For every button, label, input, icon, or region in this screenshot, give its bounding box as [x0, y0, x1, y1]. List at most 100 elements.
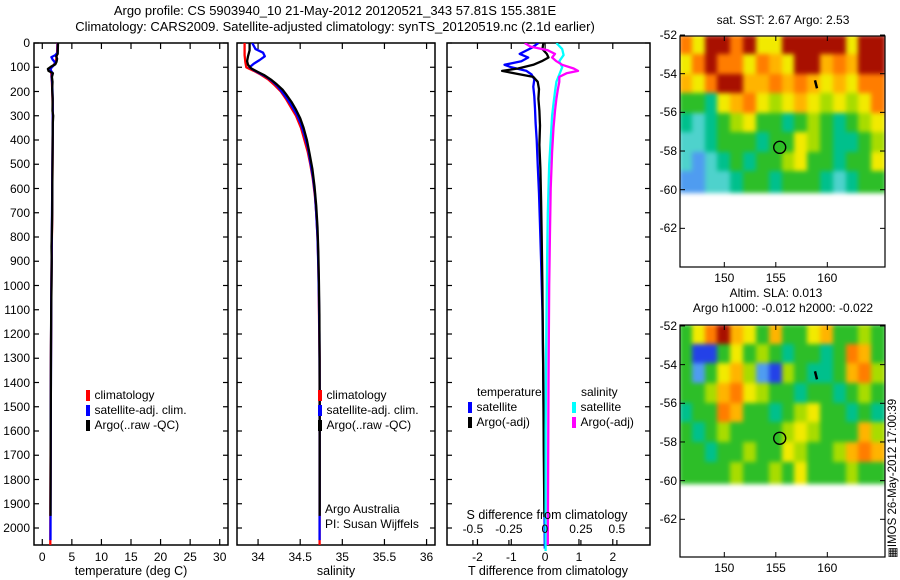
satellite-clim-marker — [86, 405, 90, 416]
s-difference-axis-title: S difference from climatology — [466, 508, 628, 522]
s-tick-label: -0.5 — [462, 522, 484, 536]
depth-tick-label: 700 — [9, 205, 30, 220]
temperature-axis-title: temperature (deg C) — [74, 564, 188, 578]
depth-tick-label: 1600 — [3, 424, 30, 438]
axis-border — [446, 42, 651, 546]
lat-tick-label: -54 — [659, 66, 677, 81]
s-tick-label: 0.25 — [569, 522, 593, 536]
heatmap-cell — [871, 132, 885, 154]
depth-tick-label: 200 — [9, 84, 30, 99]
legend-label: Argo(-adj) — [476, 415, 530, 429]
legend-row: Argo(..raw -QC) — [318, 418, 419, 433]
legend-row: climatology — [318, 388, 419, 403]
series-line — [49, 43, 59, 541]
annotation-line2: PI: Susan Wijffels — [325, 517, 419, 531]
series-line — [243, 43, 321, 545]
series-line — [524, 43, 580, 546]
legend-row: satellite — [468, 400, 542, 415]
page-title: Argo profile: CS 5903940_10 21-May-2012 … — [25, 3, 645, 35]
lon-tick-label: 155 — [765, 271, 786, 285]
series-line — [245, 43, 321, 516]
legend-row: Argo(-adj) — [468, 415, 542, 430]
lon-tick-label: 155 — [765, 561, 786, 575]
heatmap-cell — [871, 325, 885, 346]
x-tick-label: 20 — [153, 550, 168, 564]
depth-tick-label: 500 — [9, 157, 30, 172]
heatmap-cell — [871, 422, 885, 445]
satellite-marker — [468, 402, 472, 413]
climatology-marker — [318, 390, 322, 401]
heatmap-cell — [871, 93, 885, 115]
title-line2: Climatology: CARS2009. Satellite-adjuste… — [75, 19, 595, 34]
legend-label: Argo(..raw -QC) — [94, 418, 180, 432]
legend-label: Argo(..raw -QC) — [326, 418, 412, 432]
series-line — [46, 43, 60, 516]
lat-tick-label: -60 — [659, 182, 677, 197]
lat-tick-label: -58 — [659, 434, 677, 449]
depth-tick-label: 0 — [23, 36, 30, 50]
legend-label: satellite — [580, 400, 622, 414]
legend-label: satellite-adj. clim. — [94, 403, 187, 417]
legend-row: satellite-adj. clim. — [86, 403, 187, 418]
x-tick-label: -1 — [505, 550, 517, 564]
lat-tick-label: -62 — [659, 512, 677, 527]
legend-header: salinity — [581, 385, 618, 399]
x-tick-label: 36 — [419, 550, 434, 564]
heatmap-cell — [871, 343, 885, 366]
depth-tick-label: 400 — [9, 133, 30, 147]
x-tick-label: 5 — [68, 550, 76, 564]
legend-row: Argo(-adj) — [572, 415, 634, 430]
series-line — [500, 43, 550, 518]
s-tick-label: 0 — [541, 522, 549, 536]
lon-tick-label: 150 — [714, 561, 735, 575]
x-tick-label: 35 — [335, 550, 349, 564]
lat-tick-label: -62 — [659, 221, 677, 236]
x-tick-label: 2 — [609, 550, 617, 564]
lat-tick-label: -52 — [659, 318, 677, 333]
x-tick-label: 34.5 — [288, 550, 312, 564]
legend-row: Argo(..raw -QC) — [86, 418, 187, 433]
argo-adj-marker — [468, 417, 472, 428]
sst-map — [680, 36, 885, 267]
heatmap-cell — [871, 461, 885, 484]
lat-tick-label: -56 — [659, 105, 677, 120]
argo-marker — [318, 420, 322, 431]
satellite-marker — [572, 402, 576, 413]
legend-label: climatology — [326, 388, 387, 402]
legend-row: satellite-adj. clim. — [318, 403, 419, 418]
x-tick-label: -2 — [472, 550, 483, 564]
legend-row: satellite — [572, 400, 634, 415]
depth-tick-label: 1500 — [3, 399, 30, 414]
heatmap-cell — [871, 54, 885, 76]
depth-tick-label: 800 — [9, 230, 30, 244]
heatmap-cell — [871, 112, 885, 135]
lat-tick-label: -54 — [659, 357, 677, 372]
argo-marker — [86, 420, 90, 431]
legend-label: climatology — [94, 388, 155, 402]
x-tick-label: 15 — [124, 550, 138, 564]
sst-map-title: sat. SST: 2.67 Argo: 2.53 — [716, 13, 850, 27]
temperature-legend: climatology satellite-adj. clim. Argo(..… — [86, 388, 187, 433]
depth-tick-label: 1200 — [3, 327, 30, 341]
t-difference-legend: temperature satellite Argo(-adj) — [468, 385, 542, 430]
heatmap-cell — [871, 383, 885, 405]
axis-border — [33, 42, 229, 546]
heatmap-cell — [871, 442, 885, 464]
lat-tick-label: -56 — [659, 396, 677, 411]
x-tick-label: 1 — [575, 550, 583, 564]
lon-tick-label: 160 — [817, 271, 838, 285]
depth-tick-label: 300 — [9, 108, 30, 123]
annotation-line1: Argo Australia — [325, 502, 400, 516]
heatmap-cell — [871, 36, 885, 57]
legend-row: climatology — [86, 388, 187, 403]
depth-tick-label: 1300 — [3, 351, 30, 366]
s-tick-label: 0.5 — [608, 522, 626, 536]
x-tick-label: 34 — [251, 550, 265, 564]
depth-tick-label: 1400 — [3, 375, 30, 390]
heatmap-cell — [871, 363, 885, 386]
heatmap-cell — [871, 73, 885, 96]
series-line — [248, 43, 321, 541]
depth-tick-label: 1800 — [3, 472, 30, 487]
depth-tick-label: 100 — [9, 60, 30, 75]
legend-label: satellite-adj. clim. — [326, 403, 419, 417]
